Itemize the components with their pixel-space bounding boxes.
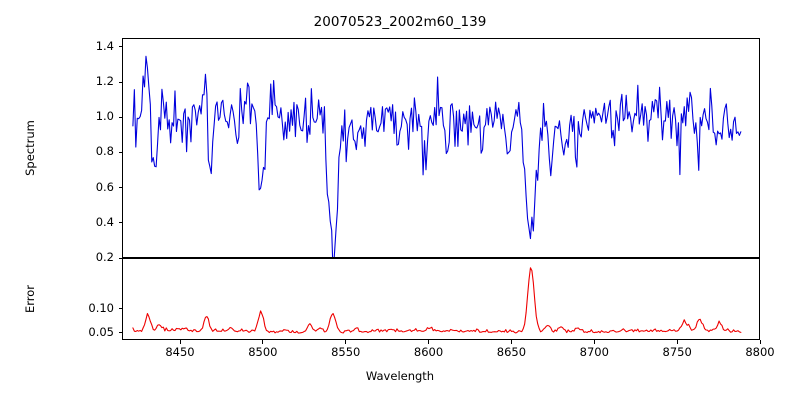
x-tick-label: 8700 [579,345,609,359]
spectrum-y-tick-label: 1.2 [95,74,114,88]
spectrum-y-tick-label: 0.8 [95,144,114,159]
spectrum-y-tick-label: 1.4 [95,38,114,53]
x-tick-label: 8550 [331,345,361,359]
x-tick [428,340,430,344]
error-series-svg [132,267,742,334]
error-y-tick-label: 0.05 [88,324,114,339]
x-tick-label: 8750 [662,345,692,359]
spectrum-series-svg [132,55,742,257]
x-tick [179,340,181,344]
spectrum-y-tick [118,151,122,153]
x-tick [510,340,513,344]
spectrum-y-tick [118,257,122,259]
spectrum-line [132,55,742,257]
x-tick [759,340,761,344]
spectrum-y-tick [118,116,122,118]
error-y-tick [118,332,122,334]
error-line [132,267,742,334]
spectrum-y-tick-label: 0.4 [95,214,114,229]
x-tick [345,340,347,344]
spectrum-y-axis-label: Spectrum [23,120,37,176]
x-tick-label: 8800 [745,345,775,359]
x-tick-label: 8450 [165,345,195,359]
error-y-tick [118,308,122,310]
spectrum-y-tick [118,187,122,189]
error-y-tick-label: 0.10 [88,300,114,315]
spectrum-y-tick [118,222,122,224]
spectrum-y-tick-label: 0.2 [95,250,114,264]
chart-title: 20070523_2002m60_139 [313,14,487,30]
x-tick-label: 8650 [496,345,527,359]
spectrum-plot-panel [122,38,760,258]
spectrum-y-tick [118,81,122,83]
error-plot-panel [122,258,760,340]
x-tick [676,340,678,344]
x-tick-label: 8500 [248,345,278,359]
error-y-axis-label: Error [23,284,37,314]
spectrum-y-tick-label: 0.6 [95,179,114,194]
spectrum-y-tick-label: 1.0 [95,109,114,124]
x-tick [262,340,264,344]
spectrum-y-tick [118,46,122,48]
x-tick [593,340,595,344]
x-axis-label: Wavelength [365,369,435,383]
x-tick-label: 8600 [413,345,444,359]
